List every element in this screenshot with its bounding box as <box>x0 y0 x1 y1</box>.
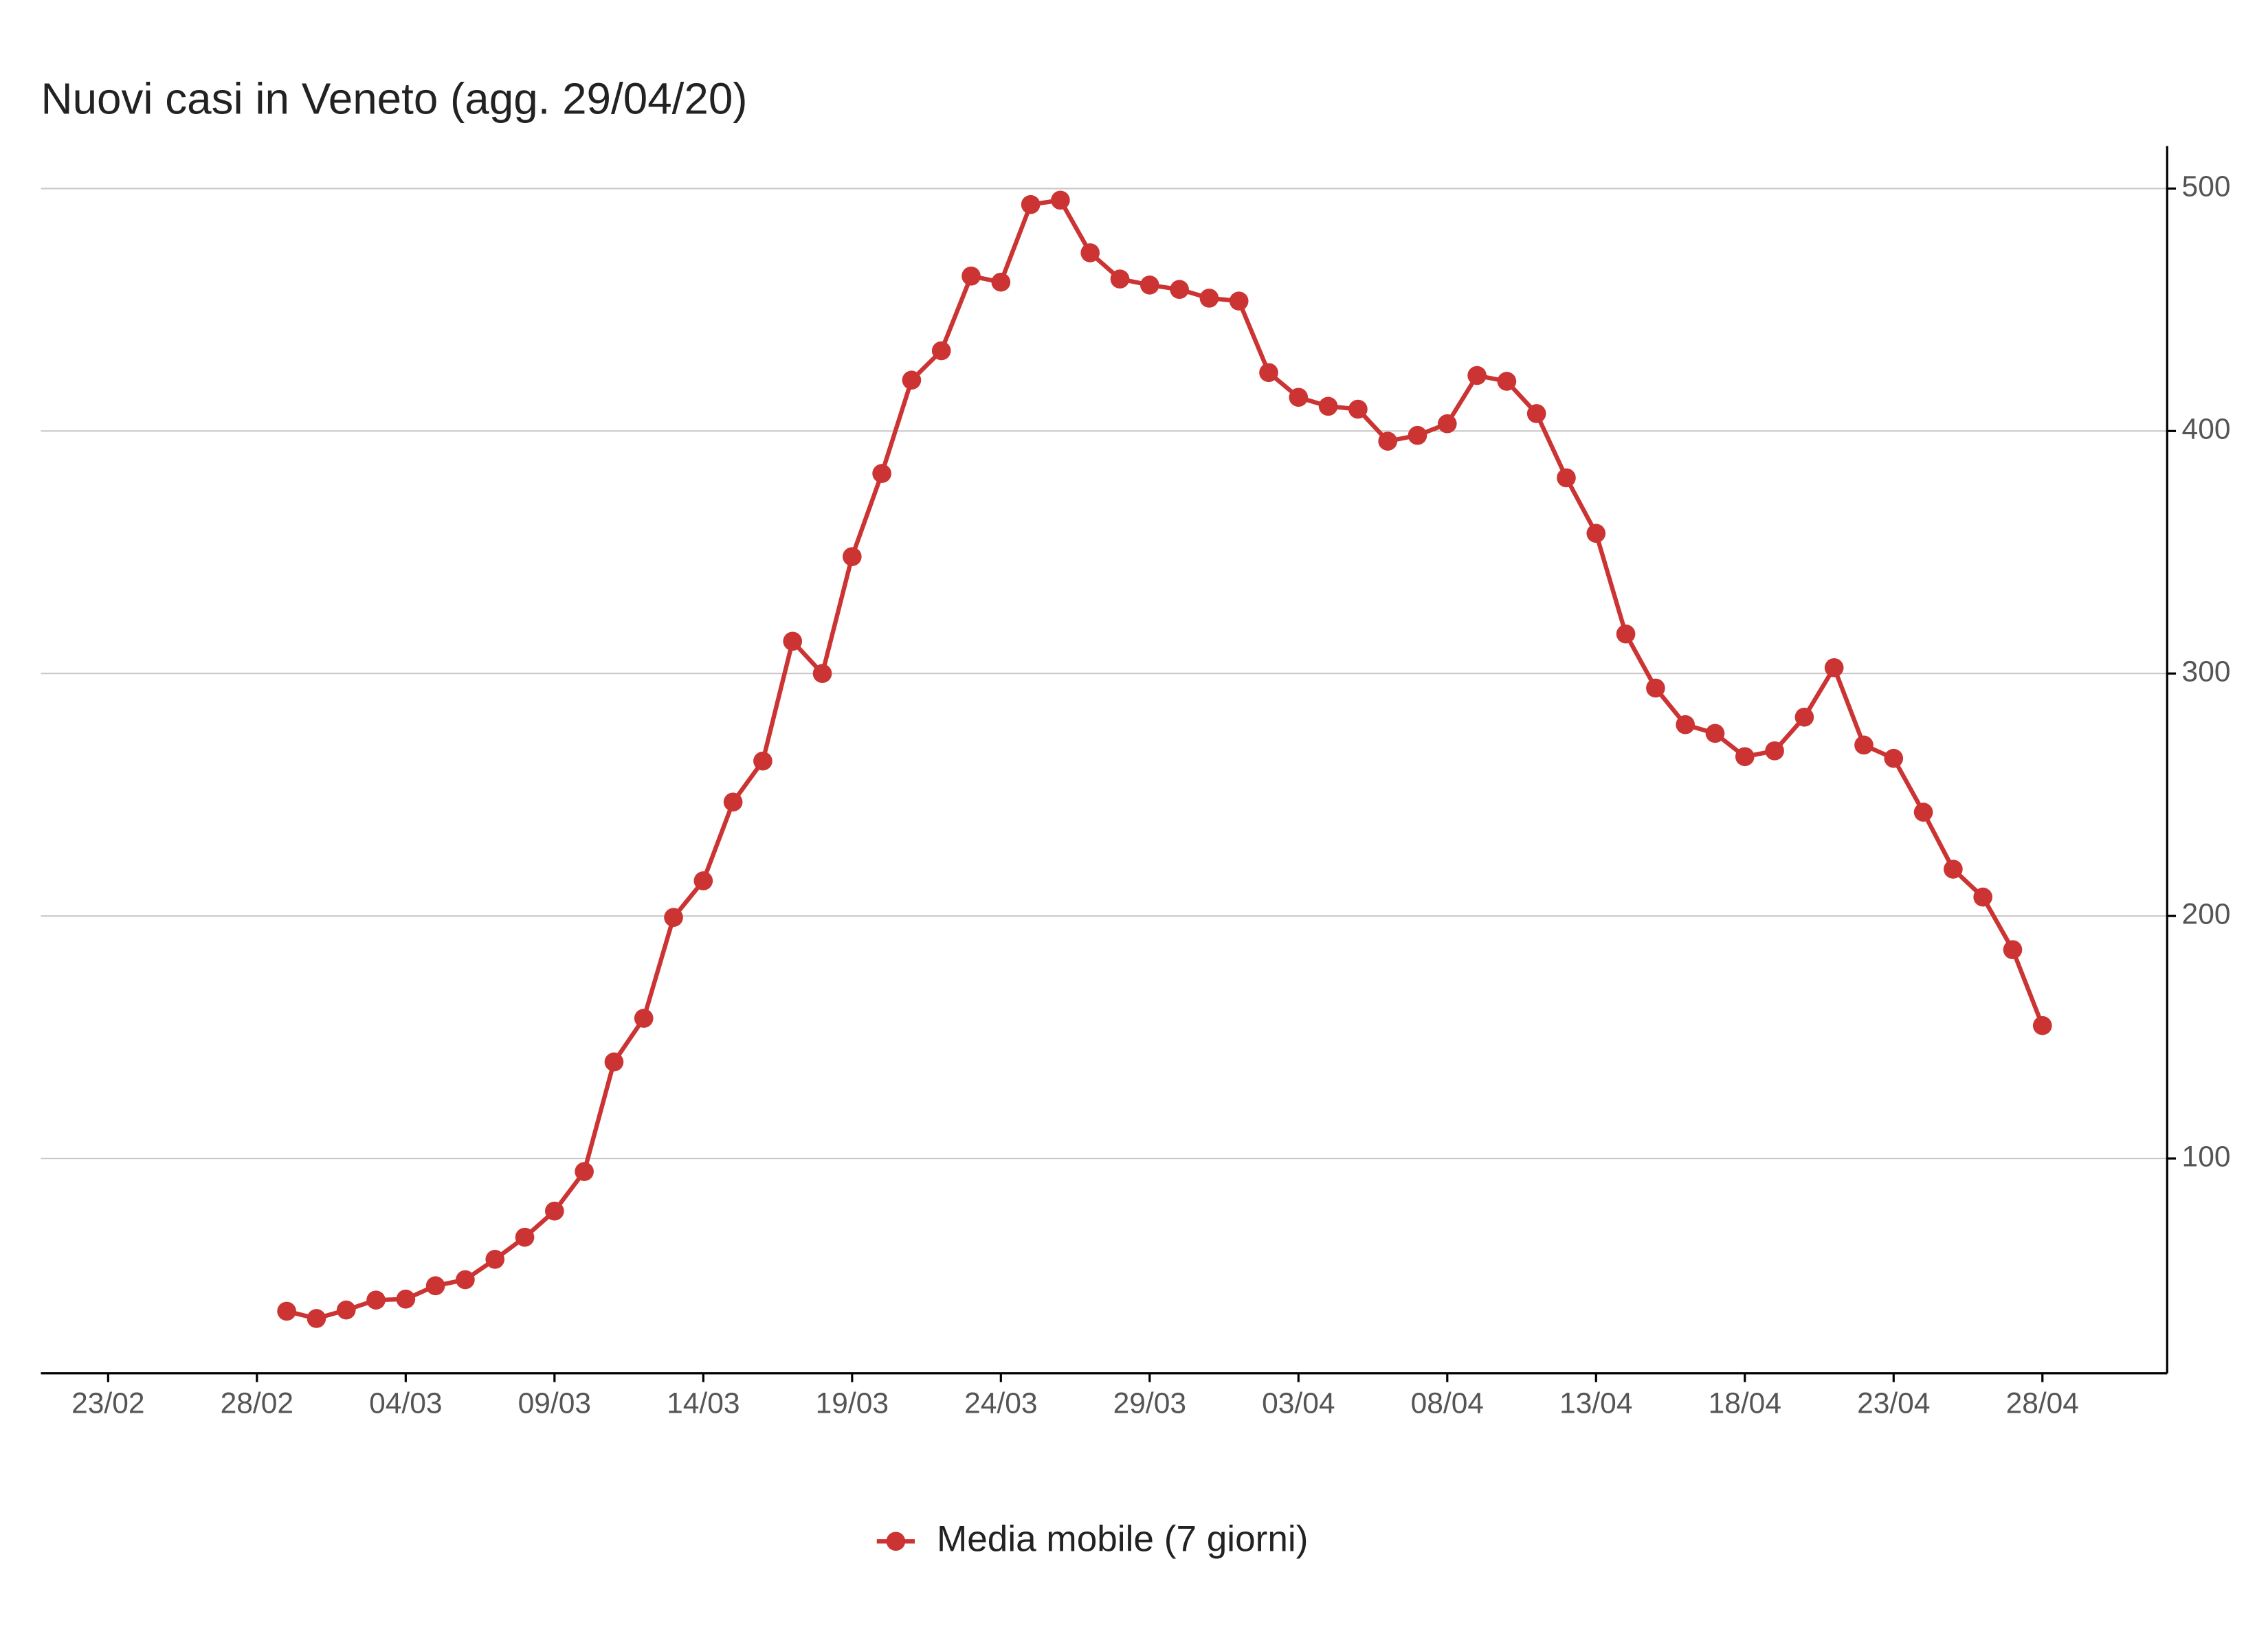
x-tick-label: 03/04 <box>1262 1388 1335 1420</box>
point <box>1557 468 1576 488</box>
y-tick-label: 300 <box>2182 655 2231 688</box>
point <box>1318 396 1338 416</box>
point <box>2032 1016 2052 1035</box>
legend-marker <box>886 1532 906 1551</box>
point <box>1080 243 1100 262</box>
point <box>723 792 743 812</box>
point <box>1705 723 1725 743</box>
point <box>1646 678 1665 698</box>
point <box>1289 388 1309 407</box>
x-tick-label: 28/04 <box>2006 1388 2079 1420</box>
point <box>336 1300 356 1320</box>
point <box>575 1162 594 1181</box>
point <box>961 266 981 286</box>
point <box>634 1009 654 1028</box>
point <box>1884 748 1904 768</box>
point <box>1408 425 1427 445</box>
x-tick-label: 29/03 <box>1113 1388 1186 1420</box>
point <box>1913 803 1933 822</box>
point <box>545 1201 564 1221</box>
point <box>1259 363 1278 383</box>
point <box>1139 276 1159 295</box>
point <box>396 1289 416 1309</box>
point <box>664 908 683 928</box>
point <box>812 664 832 684</box>
point <box>1199 289 1219 308</box>
point <box>991 272 1011 292</box>
point <box>1526 404 1546 423</box>
x-tick-label: 19/03 <box>816 1388 889 1420</box>
point <box>1170 280 1189 300</box>
point <box>2003 940 2023 960</box>
x-tick-label: 23/04 <box>1857 1388 1930 1420</box>
y-tick-label: 500 <box>2182 171 2231 203</box>
point <box>931 341 951 361</box>
point <box>1229 291 1249 311</box>
point <box>1021 194 1041 214</box>
point <box>872 464 891 483</box>
x-tick-label: 13/04 <box>1559 1388 1632 1420</box>
point <box>1794 707 1814 727</box>
point <box>1378 431 1398 451</box>
point <box>425 1276 445 1296</box>
point <box>485 1250 505 1269</box>
point <box>1616 624 1636 644</box>
point <box>1973 887 1993 907</box>
point <box>1944 860 1963 879</box>
point <box>277 1301 296 1321</box>
point <box>902 370 922 390</box>
point <box>783 631 803 651</box>
x-tick-label: 18/04 <box>1709 1388 1781 1420</box>
y-tick-label: 200 <box>2182 898 2231 930</box>
legend-label: Media mobile (7 giorni) <box>937 1518 1309 1559</box>
point <box>1735 747 1755 767</box>
x-tick-label: 24/03 <box>964 1388 1037 1420</box>
point <box>1824 658 1844 677</box>
x-tick-label: 04/03 <box>369 1388 442 1420</box>
point <box>456 1270 475 1290</box>
point <box>693 871 713 890</box>
x-tick-label: 23/02 <box>71 1388 144 1420</box>
line <box>286 198 2045 1321</box>
point <box>1854 735 1874 755</box>
point <box>1676 715 1696 734</box>
point <box>515 1227 535 1247</box>
point <box>1437 414 1457 434</box>
y-tick-label: 400 <box>2182 414 2231 446</box>
point <box>1467 366 1487 385</box>
point <box>1110 269 1130 289</box>
point <box>1765 741 1784 761</box>
point <box>842 547 862 566</box>
point <box>1051 190 1070 210</box>
point <box>1348 399 1368 419</box>
point <box>1586 524 1606 543</box>
point <box>1497 372 1517 391</box>
x-tick-label: 08/04 <box>1411 1388 1484 1420</box>
point <box>307 1309 326 1328</box>
x-tick-label: 14/03 <box>667 1388 740 1420</box>
point <box>604 1052 624 1072</box>
point <box>366 1290 386 1310</box>
x-tick-label: 09/03 <box>518 1388 591 1420</box>
y-tick-label: 100 <box>2182 1141 2231 1173</box>
x-tick-label: 28/02 <box>221 1388 293 1420</box>
chart-title: Nuovi casi in Veneto (agg. 29/04/20) <box>41 74 748 124</box>
point <box>753 751 772 771</box>
